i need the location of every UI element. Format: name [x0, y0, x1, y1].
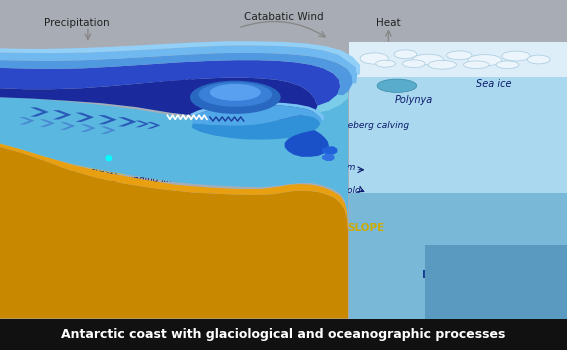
Polygon shape	[118, 117, 137, 126]
Polygon shape	[100, 126, 116, 134]
Polygon shape	[75, 113, 94, 122]
Polygon shape	[30, 107, 49, 117]
Polygon shape	[40, 119, 55, 127]
Polygon shape	[81, 124, 96, 132]
Polygon shape	[0, 53, 353, 95]
Polygon shape	[425, 245, 567, 318]
Ellipse shape	[447, 51, 472, 60]
Ellipse shape	[377, 79, 417, 92]
Text: cold: cold	[342, 186, 361, 195]
Ellipse shape	[496, 61, 519, 69]
Ellipse shape	[375, 60, 396, 67]
Ellipse shape	[394, 50, 417, 58]
Text: Grounding line: Grounding line	[111, 175, 178, 184]
Text: melting: melting	[284, 155, 318, 164]
Text: CONTINENTAL: CONTINENTAL	[166, 167, 242, 176]
Ellipse shape	[198, 82, 272, 107]
Text: Catabatic Wind: Catabatic Wind	[244, 12, 323, 22]
Ellipse shape	[502, 51, 530, 61]
Polygon shape	[322, 146, 337, 155]
Polygon shape	[0, 77, 348, 121]
Polygon shape	[60, 122, 75, 130]
Polygon shape	[136, 120, 149, 127]
Ellipse shape	[463, 61, 489, 69]
Polygon shape	[53, 110, 71, 119]
Text: Ice stream: Ice stream	[84, 107, 137, 117]
Ellipse shape	[428, 60, 456, 69]
Text: Sea ice: Sea ice	[476, 79, 511, 89]
Ellipse shape	[190, 81, 281, 114]
Text: Heat: Heat	[376, 18, 401, 28]
Ellipse shape	[468, 55, 502, 66]
Polygon shape	[19, 117, 35, 125]
Ellipse shape	[210, 84, 261, 101]
Ellipse shape	[105, 155, 112, 161]
Text: SHELF: SHELF	[187, 175, 222, 184]
Text: DEEP SEA: DEEP SEA	[422, 270, 479, 280]
Text: Polynya: Polynya	[395, 95, 433, 105]
Polygon shape	[349, 42, 567, 77]
Text: warm: warm	[331, 163, 356, 173]
Polygon shape	[0, 144, 348, 231]
Polygon shape	[0, 140, 125, 175]
Text: Ice rise: Ice rise	[196, 160, 229, 169]
Text: Ice Shelf: Ice Shelf	[225, 128, 269, 138]
Polygon shape	[98, 115, 117, 124]
Ellipse shape	[527, 55, 550, 64]
Polygon shape	[322, 154, 335, 161]
Text: SLOPE: SLOPE	[347, 223, 384, 233]
Ellipse shape	[403, 60, 425, 68]
Polygon shape	[192, 116, 320, 140]
Polygon shape	[0, 78, 318, 121]
Text: Antarctic coast with glaciological and oceanographic processes: Antarctic coast with glaciological and o…	[61, 328, 506, 341]
Ellipse shape	[360, 53, 388, 64]
Text: Precipitation: Precipitation	[44, 18, 109, 28]
Polygon shape	[147, 122, 160, 129]
Polygon shape	[190, 102, 324, 121]
Text: Ice rise: Ice rise	[206, 93, 242, 103]
Polygon shape	[0, 46, 357, 83]
Text: Calving line: Calving line	[237, 170, 290, 180]
Polygon shape	[0, 41, 360, 75]
Text: Ice sheet: Ice sheet	[143, 77, 191, 87]
Polygon shape	[0, 318, 567, 350]
Polygon shape	[0, 147, 348, 318]
Polygon shape	[349, 42, 567, 318]
Polygon shape	[0, 77, 348, 223]
Polygon shape	[0, 60, 340, 106]
Text: Back stress: Back stress	[62, 167, 114, 176]
Text: Iceberg calving: Iceberg calving	[340, 121, 409, 131]
Polygon shape	[349, 193, 567, 318]
Polygon shape	[193, 105, 322, 125]
Polygon shape	[285, 130, 329, 157]
Ellipse shape	[412, 54, 443, 65]
Text: Ice formation: Ice formation	[399, 65, 463, 75]
